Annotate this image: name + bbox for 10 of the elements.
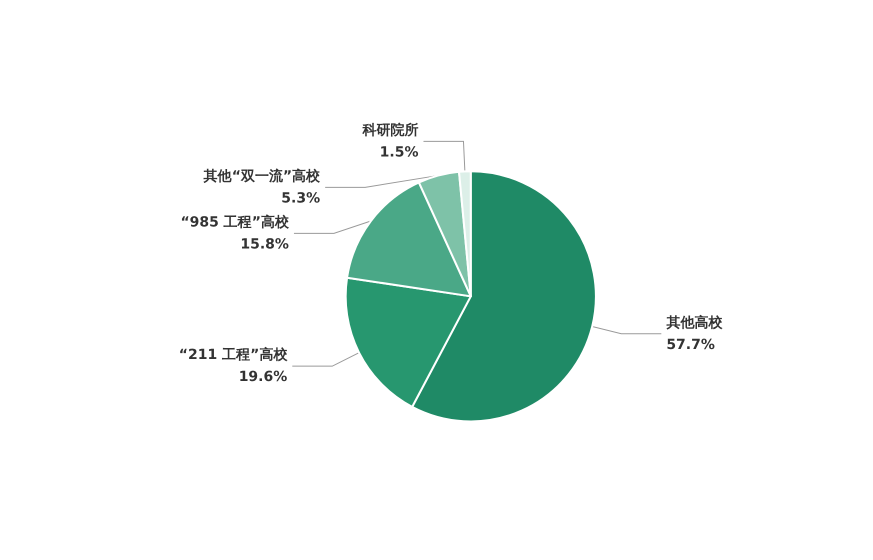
data-label: 1.5%: [380, 144, 418, 160]
slice-label: 科研院所: [361, 121, 418, 138]
slice-label: “211 工程”高校: [178, 346, 288, 364]
data-label: 57.7%: [666, 336, 715, 353]
data-label: 19.6%: [238, 369, 288, 386]
data-label: 5.3%: [281, 190, 320, 206]
data-label: 15.8%: [240, 236, 289, 252]
slice-label: 其他高校: [665, 314, 724, 331]
slice-label: “985 工程”高校: [180, 213, 290, 230]
slice-label: 其他“双一流”高校: [202, 167, 322, 184]
